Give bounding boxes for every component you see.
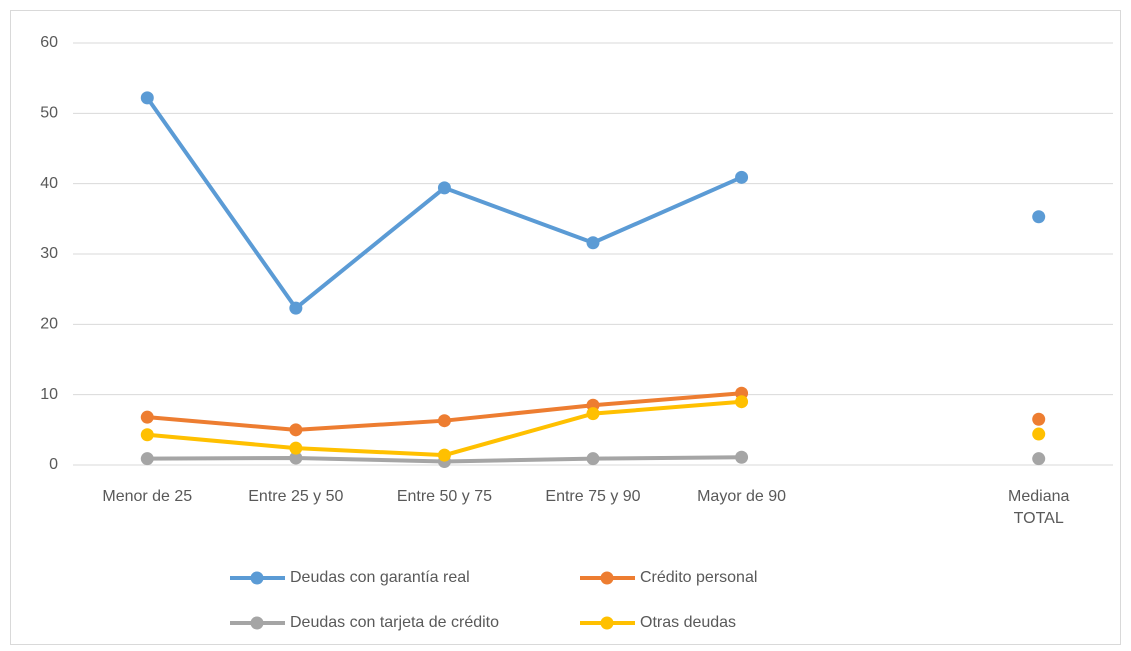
data-point — [437, 448, 451, 462]
data-point — [735, 450, 749, 464]
x-tick-label: Entre 50 y 75 — [396, 488, 492, 505]
data-point — [140, 452, 154, 466]
data-point — [1032, 427, 1046, 441]
data-point — [140, 428, 154, 442]
data-point — [735, 395, 749, 409]
data-point — [586, 407, 600, 421]
y-tick-label: 20 — [40, 316, 58, 333]
data-point — [140, 410, 154, 424]
y-tick-label: 0 — [49, 456, 58, 473]
legend-label: Otras deudas — [640, 614, 736, 631]
legend-marker — [600, 616, 614, 630]
data-point — [437, 414, 451, 428]
legend-marker — [250, 571, 264, 585]
x-tick-label: Entre 25 y 50 — [248, 488, 344, 505]
legend-marker — [250, 616, 264, 630]
legend-label: Deudas con tarjeta de crédito — [290, 614, 499, 631]
data-point — [735, 170, 749, 184]
data-point — [1032, 452, 1046, 466]
x-tick-label: Mayor de 90 — [697, 488, 787, 505]
data-point — [140, 91, 154, 105]
data-point — [289, 423, 303, 437]
data-point — [437, 181, 451, 195]
x-tick-label: Menor de 25 — [102, 488, 193, 505]
legend-label: Crédito personal — [640, 569, 757, 586]
data-point — [1032, 412, 1046, 426]
x-tick-label: Mediana TOTAL — [1008, 488, 1070, 527]
data-point — [289, 451, 303, 465]
y-tick-label: 40 — [40, 175, 58, 192]
x-tick-label: Entre 75 y 90 — [545, 488, 641, 505]
y-tick-label: 60 — [40, 34, 58, 51]
legend-marker — [600, 571, 614, 585]
y-tick-label: 10 — [40, 386, 58, 403]
y-tick-label: 50 — [40, 105, 58, 122]
data-point — [586, 236, 600, 250]
data-point — [586, 452, 600, 466]
chart-frame — [10, 10, 1121, 645]
y-tick-label: 30 — [40, 245, 58, 262]
data-point — [289, 301, 303, 315]
series-line — [147, 98, 1038, 308]
data-point — [289, 441, 303, 455]
legend-label: Deudas con garantía real — [290, 569, 470, 586]
data-point — [1032, 210, 1046, 224]
